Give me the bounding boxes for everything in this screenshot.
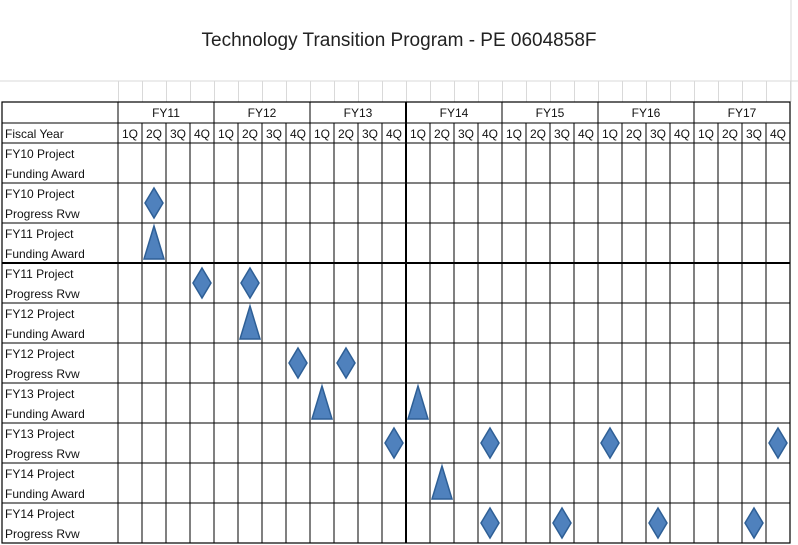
diamond-marker bbox=[480, 506, 500, 540]
diamond-marker bbox=[336, 346, 356, 380]
table-frame bbox=[1, 101, 791, 544]
diamond-marker bbox=[480, 426, 500, 460]
row-label-line2: Funding Award bbox=[5, 327, 85, 341]
quarter-label: 1Q bbox=[506, 127, 522, 141]
row-label-line1: FY14 Project bbox=[5, 467, 75, 481]
diamond-marker bbox=[744, 506, 764, 540]
year-label: FY11 bbox=[152, 106, 180, 120]
quarter-label: 4Q bbox=[770, 127, 786, 141]
diamond-marker bbox=[288, 346, 308, 380]
fiscal-year-label: Fiscal Year bbox=[5, 127, 64, 141]
quarter-label: 4Q bbox=[194, 127, 210, 141]
quarter-label: 4Q bbox=[578, 127, 594, 141]
year-label: FY13 bbox=[344, 106, 373, 120]
quarter-label: 2Q bbox=[626, 127, 642, 141]
triangle-marker bbox=[430, 463, 454, 500]
quarter-label: 3Q bbox=[170, 127, 186, 141]
year-label: FY14 bbox=[440, 106, 469, 120]
row-label-line1: FY13 Project bbox=[5, 387, 75, 401]
row-label-line1: FY12 Project bbox=[5, 307, 75, 321]
quarter-label: 1Q bbox=[122, 127, 138, 141]
row-label-line1: FY11 Project bbox=[5, 227, 74, 241]
row-label-line1: FY12 Project bbox=[5, 347, 75, 361]
triangle-marker bbox=[142, 223, 166, 260]
row-label-line1: FY14 Project bbox=[5, 507, 75, 521]
row-label-line2: Funding Award bbox=[5, 167, 85, 181]
quarter-label: 1Q bbox=[602, 127, 618, 141]
diamond-marker bbox=[384, 426, 404, 460]
row-label-line2: Progress Rvw bbox=[5, 367, 80, 381]
year-label: FY12 bbox=[248, 106, 277, 120]
triangle-marker bbox=[238, 303, 262, 340]
year-label: FY17 bbox=[728, 106, 757, 120]
quarter-label: 2Q bbox=[242, 127, 258, 141]
diamond-marker bbox=[648, 506, 668, 540]
diamond-marker bbox=[192, 266, 212, 300]
quarter-label: 4Q bbox=[386, 127, 402, 141]
row-label-line2: Progress Rvw bbox=[5, 447, 80, 461]
row-label-line1: FY13 Project bbox=[5, 427, 75, 441]
row-label-line2: Funding Award bbox=[5, 487, 85, 501]
quarter-label: 2Q bbox=[146, 127, 162, 141]
row-label-line2: Progress Rvw bbox=[5, 527, 80, 541]
year-label: FY15 bbox=[536, 106, 565, 120]
triangle-marker bbox=[310, 383, 334, 420]
quarter-label: 4Q bbox=[674, 127, 690, 141]
quarter-label: 3Q bbox=[266, 127, 282, 141]
row-label-line2: Funding Award bbox=[5, 247, 85, 261]
triangle-marker bbox=[406, 383, 430, 420]
quarter-label: 1Q bbox=[314, 127, 330, 141]
quarter-label: 3Q bbox=[746, 127, 762, 141]
diamond-marker bbox=[552, 506, 572, 540]
quarter-label: 2Q bbox=[722, 127, 738, 141]
diamond-marker bbox=[144, 186, 164, 220]
row-label-line2: Progress Rvw bbox=[5, 287, 80, 301]
page-title: Technology Transition Program - PE 06048… bbox=[201, 30, 597, 51]
diamond-marker bbox=[768, 426, 788, 460]
quarter-label: 3Q bbox=[362, 127, 378, 141]
row-label-line2: Funding Award bbox=[5, 407, 85, 421]
quarter-label: 4Q bbox=[482, 127, 498, 141]
quarter-label: 3Q bbox=[650, 127, 666, 141]
quarter-label: 2Q bbox=[434, 127, 450, 141]
row-label-line1: FY11 Project bbox=[5, 267, 74, 281]
quarter-label: 3Q bbox=[458, 127, 474, 141]
quarter-label: 2Q bbox=[530, 127, 546, 141]
diamond-marker bbox=[600, 426, 620, 460]
diamond-marker bbox=[240, 266, 260, 300]
quarter-label: 4Q bbox=[290, 127, 306, 141]
quarter-label: 2Q bbox=[338, 127, 354, 141]
quarter-label: 1Q bbox=[698, 127, 714, 141]
quarter-label: 1Q bbox=[410, 127, 426, 141]
year-label: FY16 bbox=[632, 106, 661, 120]
quarter-label: 1Q bbox=[218, 127, 234, 141]
quarter-label: 3Q bbox=[554, 127, 570, 141]
row-label-line1: FY10 Project bbox=[5, 187, 75, 201]
row-label-line1: FY10 Project bbox=[5, 147, 75, 161]
row-label-line2: Progress Rvw bbox=[5, 207, 80, 221]
